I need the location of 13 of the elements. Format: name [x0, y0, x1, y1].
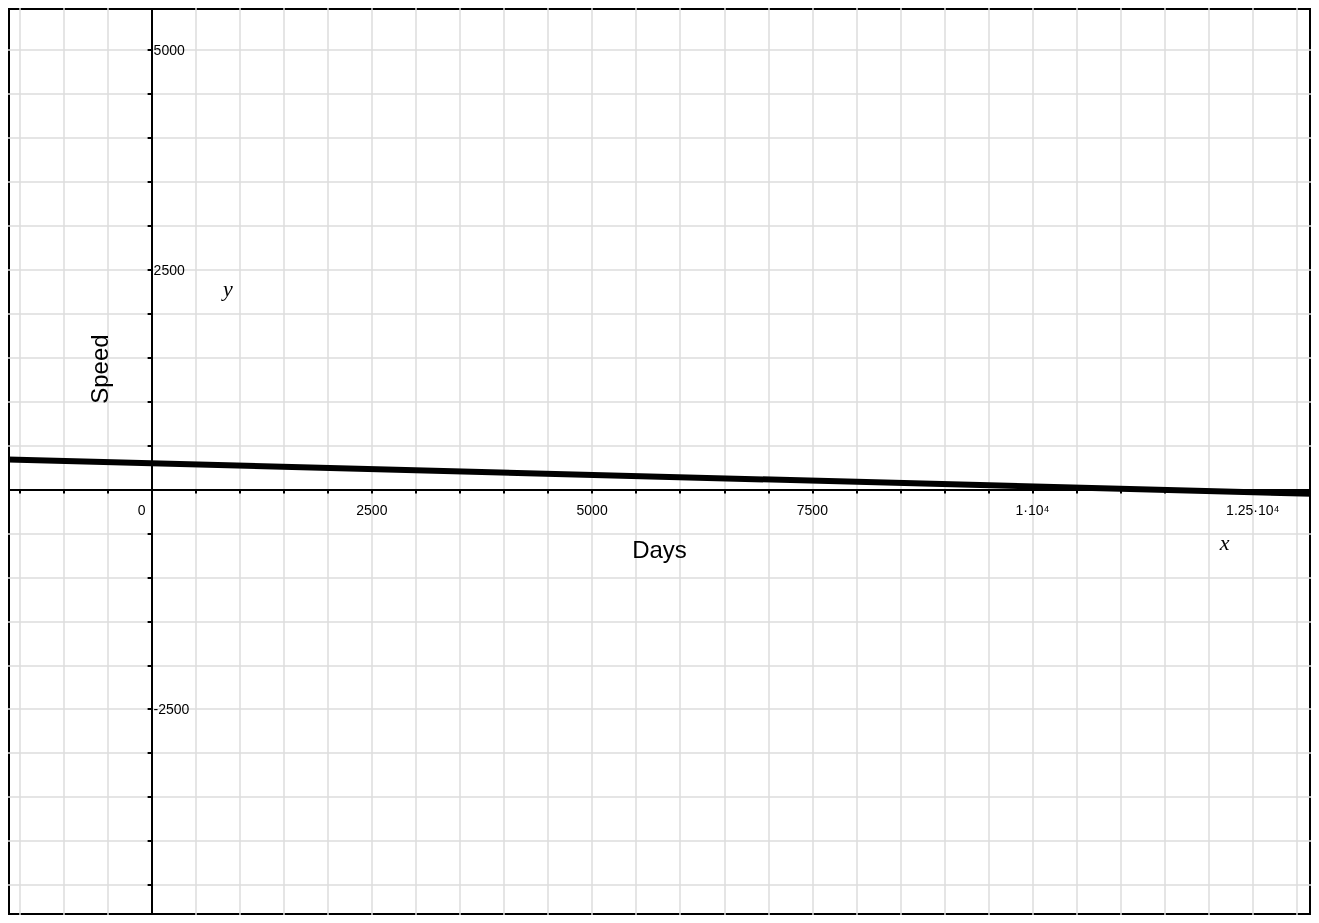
x-axis-title: Days	[632, 535, 687, 563]
annotation: x	[1218, 530, 1230, 556]
y-tick-label: 2500	[153, 261, 185, 278]
x-tick-label: 5000	[576, 502, 608, 519]
y-tick-label: -2500	[153, 701, 190, 718]
y-axis-title: Speed	[86, 334, 114, 404]
y-tick-label: 5000	[153, 41, 185, 58]
x-tick-label: 2500	[356, 502, 388, 519]
x-tick-label: 1·10⁴	[1015, 502, 1050, 519]
x-tick-label: 1.25·10⁴	[1226, 502, 1280, 519]
x-tick-label: 7500	[796, 502, 829, 519]
annotation: y	[220, 276, 233, 302]
x-tick-label: 0	[137, 502, 146, 519]
